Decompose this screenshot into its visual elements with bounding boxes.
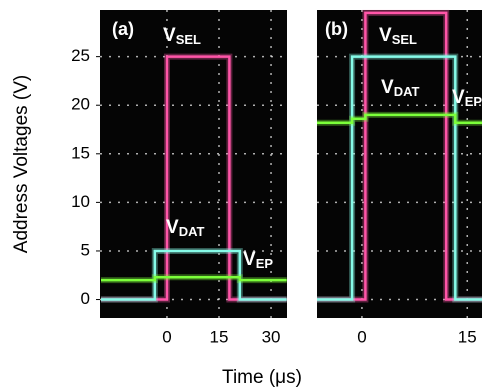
trace-label-main: V [381,77,394,98]
trace-label-sub: SEL [176,32,201,47]
y-tick-label: 20 [71,95,90,114]
y-tick-label: 15 [71,143,90,162]
trace-label-main: V [166,217,179,238]
x-tick-label: 30 [262,327,281,346]
x-axis-label: Time (μs) [222,367,302,388]
y-tick-label: 25 [71,46,90,65]
trace-label-main: V [243,249,256,270]
trace-label-main: V [163,25,176,46]
trace-label-sub: DAT [394,84,420,99]
trace-label-sub: SEL [392,32,417,47]
x-tick-label: 0 [162,327,171,346]
x-tick-label: 0 [357,327,366,346]
panel-label: (a) [112,19,134,39]
y-axis-label: Address Voltages (V) [11,75,32,253]
trace-label-sub: EP [256,256,274,271]
figure: 051015202501530VSELVDATVEP(a)Address Vol… [0,0,482,391]
y-tick-label: 0 [81,289,90,308]
trace-label-sub: DAT [179,224,205,239]
trace-label-sub: EP [465,94,482,109]
trace-label-main: V [452,87,465,108]
x-tick-label: 15 [458,327,477,346]
trace-label-main: V [379,25,392,46]
y-tick-label: 10 [71,192,90,211]
y-tick-label: 5 [81,240,90,259]
x-tick-label: 15 [210,327,229,346]
panel-label: (b) [325,19,348,39]
